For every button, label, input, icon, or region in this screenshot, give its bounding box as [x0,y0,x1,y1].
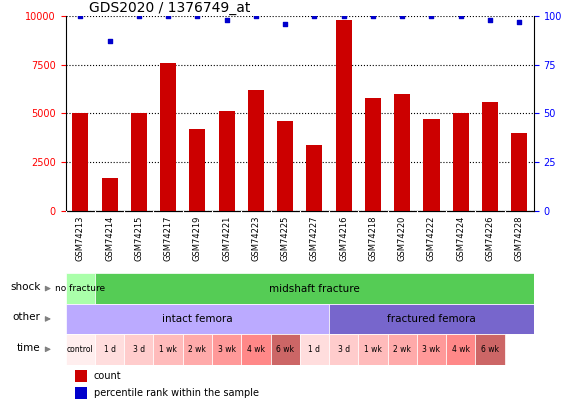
Point [76,13,85,19]
Bar [482,102,498,211]
Bar [307,145,323,211]
Text: GSM74216: GSM74216 [339,215,348,261]
Text: GSM74226: GSM74226 [485,215,494,261]
Text: fractured femora: fractured femora [387,314,476,324]
Text: midshaft fracture: midshaft fracture [269,284,360,294]
Point [339,13,348,19]
Text: 4 wk: 4 wk [247,345,265,354]
Text: GSM74218: GSM74218 [368,215,377,261]
Bar [160,63,176,211]
Text: 6 wk: 6 wk [481,345,499,354]
Text: GSM74217: GSM74217 [163,215,172,261]
Text: GSM74213: GSM74213 [76,215,85,261]
Point [368,13,377,19]
Bar [154,334,183,364]
Point [485,17,494,23]
Bar [417,334,446,364]
Bar [453,113,469,211]
Point [251,13,260,19]
Text: 4 wk: 4 wk [452,345,470,354]
Bar [75,370,87,382]
Bar [365,98,381,211]
Bar [388,334,417,364]
Bar [66,273,95,304]
Text: intact femora: intact femora [162,314,232,324]
Point [222,17,231,23]
Text: 3 d: 3 d [133,345,145,354]
Text: 3 wk: 3 wk [423,345,440,354]
Text: GDS2020 / 1376749_at: GDS2020 / 1376749_at [89,1,251,15]
Point [456,13,465,19]
Text: 6 wk: 6 wk [276,345,294,354]
Bar [336,20,352,211]
Bar [95,334,124,364]
Text: count: count [94,371,122,381]
Point [310,13,319,19]
Text: GSM74227: GSM74227 [310,215,319,261]
Point [397,13,407,19]
Text: 2 wk: 2 wk [188,345,206,354]
Point [427,13,436,19]
Bar [212,334,241,364]
Text: GSM74221: GSM74221 [222,215,231,261]
Bar [446,334,475,364]
Text: GSM74219: GSM74219 [193,215,202,261]
Text: time: time [17,343,41,353]
Bar [66,304,329,334]
Bar [424,119,440,211]
Text: shock: shock [10,282,41,292]
Bar [277,121,293,211]
Bar [511,133,527,211]
Bar [219,111,235,211]
Point [280,21,289,27]
Bar [475,334,505,364]
Bar [241,334,271,364]
Text: 1 d: 1 d [308,345,320,354]
Text: no fracture: no fracture [55,284,106,293]
Text: GSM74225: GSM74225 [280,215,289,261]
Text: 1 wk: 1 wk [364,345,382,354]
Point [105,38,114,45]
Text: 2 wk: 2 wk [393,345,411,354]
Bar [75,387,87,399]
Text: 1 wk: 1 wk [159,345,177,354]
Bar [329,334,359,364]
Text: GSM74222: GSM74222 [427,215,436,261]
Bar [124,334,154,364]
Bar [394,94,410,211]
Text: GSM74223: GSM74223 [251,215,260,261]
Text: control: control [67,345,94,354]
Text: 3 wk: 3 wk [218,345,236,354]
Bar [248,90,264,211]
Text: GSM74224: GSM74224 [456,215,465,261]
Bar [183,334,212,364]
Bar [359,334,388,364]
Point [163,13,172,19]
Bar [66,334,95,364]
Bar [131,113,147,211]
Text: GSM74220: GSM74220 [397,215,407,261]
Bar [102,177,118,211]
Text: other: other [13,312,41,322]
Point [514,19,524,25]
Bar [300,334,329,364]
Bar [73,113,89,211]
Bar [271,334,300,364]
Text: GSM74228: GSM74228 [514,215,524,261]
Text: percentile rank within the sample: percentile rank within the sample [94,388,259,399]
Point [134,13,143,19]
Bar [190,129,206,211]
Text: 3 d: 3 d [337,345,349,354]
Bar [329,304,534,334]
Text: 1 d: 1 d [103,345,115,354]
Point [193,13,202,19]
Text: GSM74215: GSM74215 [134,215,143,261]
Text: GSM74214: GSM74214 [105,215,114,261]
